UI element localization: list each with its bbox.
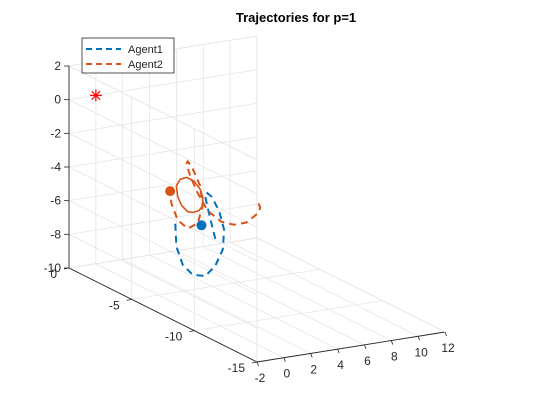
y-tick-label: -5 — [109, 298, 120, 312]
chart-title: Trajectories for p=1 — [236, 10, 356, 25]
x-tick-mark — [364, 344, 367, 349]
x-axis-line — [256, 331, 446, 363]
z-tick-label: -8 — [50, 227, 61, 241]
grid-line-z-side — [68, 166, 258, 262]
grid-line-x-floor — [149, 254, 338, 350]
grid-line-z-side — [68, 200, 258, 296]
z-tick-label: 0 — [54, 93, 61, 107]
grid-line-x-floor — [176, 250, 365, 346]
data-markers — [89, 89, 207, 231]
grid-line-z-side — [68, 99, 258, 195]
x-tick-mark — [337, 349, 340, 354]
x-tick-label: 6 — [364, 354, 371, 368]
agent-position-marker — [165, 186, 176, 197]
grid-line-z-side — [68, 233, 258, 329]
grid-line-z-back — [68, 203, 258, 235]
x-tick-label: 10 — [414, 345, 428, 359]
y-tick-label: 0 — [50, 267, 57, 281]
data-series — [169, 160, 262, 277]
legend: Agent1 Agent2 — [81, 37, 175, 74]
x-tick-mark — [417, 336, 421, 341]
grid-line-y-floor — [131, 268, 320, 300]
y-axis-line — [68, 267, 258, 363]
grid-line-z-side — [68, 132, 258, 228]
y-tick-mark — [251, 361, 258, 364]
z-tick-label: -2 — [50, 126, 61, 140]
x-tick-mark — [310, 353, 313, 358]
series-agent2 — [169, 160, 262, 230]
x-tick-label: -2 — [255, 371, 266, 385]
box-edge — [256, 237, 446, 333]
grid-line-y-floor — [194, 300, 383, 332]
x-tick-label: 8 — [391, 350, 398, 364]
grid-line-x-floor — [122, 259, 311, 354]
x-tick-mark — [444, 331, 447, 337]
grid-line-z-back — [68, 136, 258, 168]
grid-line-z-back — [68, 237, 258, 269]
y-tick-mark — [189, 330, 195, 333]
z-tick-label: -6 — [50, 194, 61, 208]
y-tick-mark — [126, 298, 132, 301]
grid-line-z-back — [68, 170, 258, 202]
x-tick-mark — [256, 361, 259, 367]
x-tick-label: 2 — [310, 362, 317, 376]
grid-line-x-floor — [95, 263, 285, 359]
x-tick-mark — [283, 357, 286, 362]
z-tick-label: 2 — [54, 59, 61, 73]
x-tick-label: 0 — [284, 367, 291, 381]
legend-box — [81, 37, 175, 74]
x-tick-label: 4 — [337, 358, 344, 372]
z-tick-label: -4 — [50, 160, 61, 174]
z-tick-label: -10 — [44, 261, 62, 275]
grid-line-x-floor — [229, 241, 419, 337]
y-tick-label: -15 — [228, 361, 246, 375]
grid-line-z-back — [68, 69, 258, 101]
tick-labels: -2 0 2 4 6 8 10 12-15-10-50-10-8-6-4-202 — [44, 59, 455, 385]
grid-line-x-floor — [203, 246, 392, 341]
x-tick-label: 12 — [441, 341, 455, 355]
legend-label-agent1: Agent1 — [128, 44, 163, 56]
agent-position-marker — [196, 220, 207, 231]
series-agent1 — [174, 191, 226, 277]
grid-line-z-back — [68, 102, 258, 134]
series-orbit-2 — [175, 176, 204, 214]
origin-star-marker — [89, 89, 102, 102]
x-tick-mark — [390, 340, 394, 345]
grid-line-z-side — [68, 65, 258, 161]
legend-label-agent2: Agent2 — [128, 59, 163, 71]
y-tick-label: -10 — [165, 330, 183, 344]
